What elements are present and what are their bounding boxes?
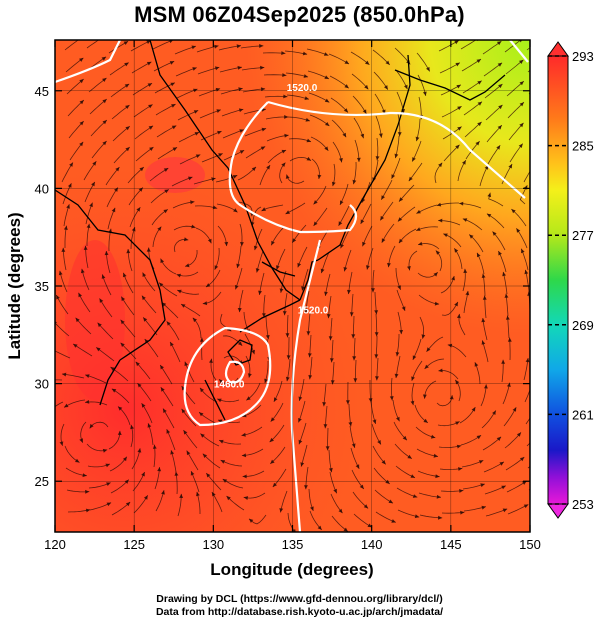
y-tick-label: 35 — [35, 279, 49, 294]
x-tick-label: 145 — [440, 537, 462, 552]
y-tick-label: 45 — [35, 84, 49, 99]
colorbar-tick-label: 269 — [572, 318, 594, 333]
y-axis-label: Latitude (degrees) — [5, 212, 24, 359]
map-title: MSM 06Z04Sep2025 (850.0hPa) — [134, 2, 465, 27]
colorbar-tick-label: 261 — [572, 407, 594, 422]
contour-labels: 1520.0 1520.0 1460.0 — [214, 83, 329, 391]
x-tick-label: 130 — [202, 537, 224, 552]
credits-line-1: Drawing by DCL (https://www.gfd-dennou.o… — [156, 593, 443, 605]
x-tick-label: 135 — [282, 537, 304, 552]
contour-label: 1460.0 — [214, 380, 245, 391]
credits-line-2: Data from http://database.rish.kyoto-u.a… — [155, 606, 444, 618]
y-tick-label: 25 — [35, 474, 49, 489]
colorbar-tick-label: 293 — [572, 49, 594, 64]
coastlines — [55, 40, 506, 421]
colorbar: 293 285 277 269 261 253 — [547, 41, 594, 519]
x-tick-label: 120 — [44, 537, 66, 552]
contour-label: 1520.0 — [287, 83, 318, 94]
credits: Drawing by DCL (https://www.gfd-dennou.o… — [0, 593, 599, 619]
x-tick-label: 150 — [519, 537, 541, 552]
temperature-field — [55, 40, 530, 532]
contour-label: 1520.0 — [298, 305, 329, 316]
height-contours — [55, 40, 529, 532]
colorbar-lower-arrow — [547, 503, 569, 519]
colorbar-upper-arrow — [547, 41, 569, 57]
colorbar-tick-label: 285 — [572, 139, 594, 154]
x-tick-label: 125 — [123, 537, 145, 552]
axis-ticks: 120 125 130 135 140 145 150 25 30 35 40 45 — [35, 40, 541, 552]
colorbar-tick-label: 277 — [572, 228, 594, 243]
x-tick-label: 140 — [361, 537, 383, 552]
colorbar-gradient — [547, 55, 569, 505]
x-axis-label: Longitude (degrees) — [210, 560, 373, 579]
y-tick-label: 40 — [35, 181, 49, 196]
colorbar-tick-label: 253 — [572, 497, 594, 512]
y-tick-label: 30 — [35, 377, 49, 392]
